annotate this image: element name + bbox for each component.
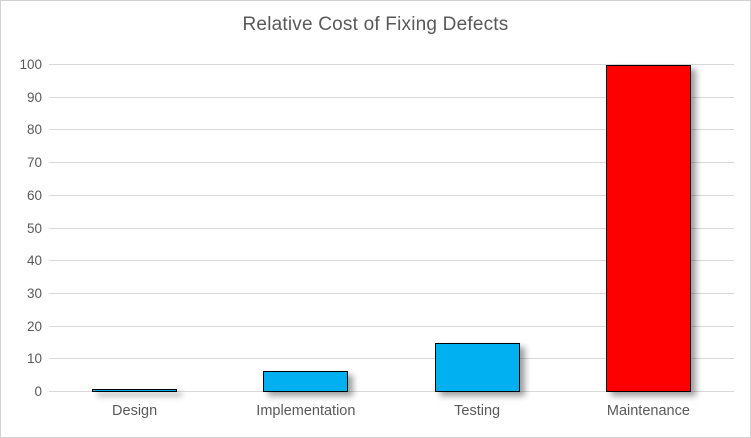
bar-testing bbox=[434, 342, 520, 392]
x-label-implementation: Implementation bbox=[256, 403, 356, 419]
gridline bbox=[49, 391, 734, 392]
x-label-testing: Testing bbox=[454, 403, 501, 419]
gridline bbox=[49, 227, 734, 229]
x-label-maintenance: Maintenance bbox=[606, 403, 690, 419]
y-tick-label: 50 bbox=[26, 220, 42, 236]
bar-maintenance bbox=[605, 65, 691, 392]
y-tick-label: 20 bbox=[26, 318, 42, 334]
y-tick-label: 30 bbox=[26, 285, 42, 301]
y-tick-label: 90 bbox=[26, 89, 42, 105]
gridline bbox=[49, 292, 734, 294]
gridline bbox=[49, 358, 734, 360]
x-axis: Design Implementation Testing Maintenance bbox=[49, 403, 734, 427]
x-label-design: Design bbox=[112, 403, 158, 419]
gridline bbox=[49, 162, 734, 164]
plot-area bbox=[49, 64, 734, 392]
gridline bbox=[49, 194, 734, 196]
y-axis: 0 10 20 30 40 50 60 70 80 90 100 bbox=[1, 57, 42, 399]
bar-design bbox=[92, 388, 178, 392]
y-tick-label: 10 bbox=[26, 351, 42, 367]
bar-implementation bbox=[263, 370, 349, 392]
y-tick-label: 40 bbox=[26, 253, 42, 269]
chart-title: Relative Cost of Fixing Defects bbox=[242, 14, 509, 35]
gridline bbox=[49, 325, 734, 327]
gridline bbox=[49, 260, 734, 262]
gridline bbox=[49, 64, 734, 65]
y-tick-label: 100 bbox=[19, 57, 42, 72]
y-tick-label: 70 bbox=[26, 155, 42, 171]
gridline bbox=[49, 96, 734, 98]
y-tick-label: 80 bbox=[26, 122, 42, 138]
gridline bbox=[49, 129, 734, 131]
y-tick-label: 60 bbox=[26, 187, 42, 203]
y-tick-label: 0 bbox=[34, 384, 42, 399]
